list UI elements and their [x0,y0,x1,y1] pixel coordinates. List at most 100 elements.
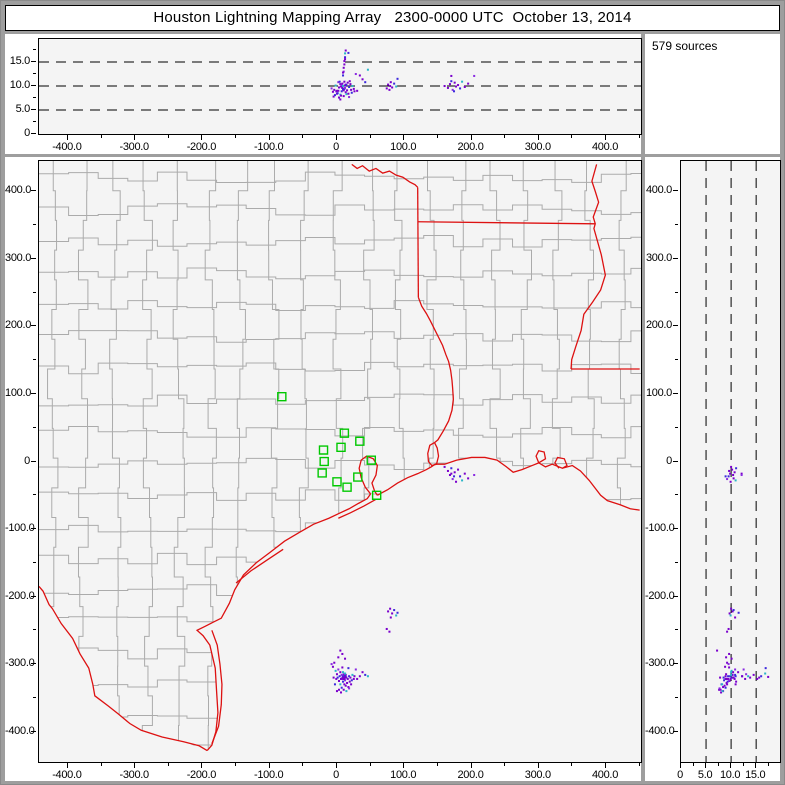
sources-panel: 579 sources [645,34,780,154]
altitude-ew-plot[interactable] [38,38,642,135]
lma-station-marker [319,446,327,454]
lma-station-marker [356,437,364,445]
axis-tick [673,257,678,259]
axis-tick [31,325,36,327]
axis-tick [537,135,539,140]
axis-tick [470,763,472,768]
axis-tick-label: 300.0 [645,251,672,264]
axis-tick [33,224,36,226]
axis-tick [605,763,606,768]
axis-tick [201,763,203,768]
axis-tick [705,763,707,768]
axis-tick-label: -100.0 [253,769,284,781]
axis-tick [767,763,769,766]
lma-station-marker [373,491,381,499]
axis-tick [235,135,237,138]
altitude-ns-plot[interactable] [680,160,781,763]
state-borders-coastline [39,164,640,750]
lma-station-marker [337,443,345,451]
axis-tick [302,763,304,766]
lma-station-marker [318,469,326,477]
altitude-gridlines [39,62,641,110]
axis-tick-label: 200.0 [5,319,32,332]
axis-tick [675,291,678,293]
axis-tick [167,763,169,766]
axis-tick-label: -200.0 [186,141,217,153]
axis-tick [31,61,36,62]
axis-tick-label: -400.0 [52,769,82,781]
axis-tick [717,763,719,766]
axis-tick [605,135,606,140]
axis-tick [537,763,539,768]
axis-tick-label: 100.0 [645,387,672,399]
axis-tick [436,763,438,766]
axis-tick [33,73,36,74]
axis-tick-label: 400.0 [591,769,619,781]
map-panel: -400.0 -300.0 -200.0 -100.0 0 100.0 200.0 300.0… [5,157,642,781]
axis-tick-label: 0 [24,127,30,139]
axis-tick-label: -200.0 [645,589,675,602]
axis-tick [675,629,678,631]
axis-tick [504,763,506,766]
plan-view-map[interactable] [38,160,642,763]
axis-tick-label: -100.0 [645,522,675,534]
axis-tick [369,135,371,138]
axis-tick [33,49,36,50]
axis-tick [730,763,732,768]
axis-tick-label: -400.0 [645,724,675,737]
axis-tick [302,135,304,138]
axis-tick [470,135,472,140]
axis-tick-label: -300.0 [119,769,149,781]
axis-tick-label: -300.0 [119,141,149,153]
axis-tick-label: 15.0 [9,55,31,67]
axis-tick [33,359,36,361]
axis-tick-label: 15.0 [745,769,766,781]
axis-tick [638,135,640,138]
axis-tick [201,135,203,140]
axis-tick [31,133,36,134]
axis-tick [673,528,678,529]
axis-tick-label: 300.0 [524,141,551,153]
axis-tick [675,696,678,698]
lma-station-marker [343,483,351,491]
axis-tick-label: 10.0 [9,79,31,91]
axis-tick-label: -100.0 [253,141,284,153]
axis-tick [31,663,36,665]
axis-tick [31,257,36,259]
lma-station-marker [340,429,348,437]
axis-tick-label: -300.0 [645,657,675,670]
axis-tick [673,325,678,327]
axis-tick-label: -200.0 [5,589,35,602]
axis-tick-label: 200.0 [645,319,672,332]
axis-tick [675,224,678,226]
axis-tick [336,135,337,140]
lightning-sources-ew [330,49,476,101]
axis-tick-label: 5.0 [697,769,713,781]
axis-tick-label: 300.0 [524,769,551,781]
axis-tick-label: 200.0 [457,141,484,153]
axis-tick-label: 5.0 [15,103,31,115]
axis-tick-label: -400.0 [5,724,35,737]
page-title: Houston Lightning Mapping Array 2300-000… [5,5,780,31]
axis-tick [31,109,36,110]
axis-tick-label: -200.0 [186,769,217,781]
axis-tick [100,763,102,766]
axis-tick [31,528,36,529]
axis-tick [403,135,405,140]
axis-tick [638,763,640,766]
axis-tick [66,135,68,140]
altitude-ew-panel: -400.0 -300.0 -200.0 -100.0 0 100.0 200.0 300.0… [5,34,642,154]
axis-tick [675,359,678,361]
axis-tick [31,595,36,597]
axis-tick [673,730,678,732]
lma-station-marker [278,393,286,401]
axis-tick [31,190,36,192]
axis-tick [504,135,506,138]
axis-tick-label: 400.0 [591,141,619,153]
altitude-ew-scatter [39,49,641,134]
axis-tick [675,494,678,496]
altitude-ns-scatter [681,161,770,762]
axis-tick [336,763,337,768]
axis-tick-label: 300.0 [5,251,32,264]
axis-tick [167,135,169,138]
